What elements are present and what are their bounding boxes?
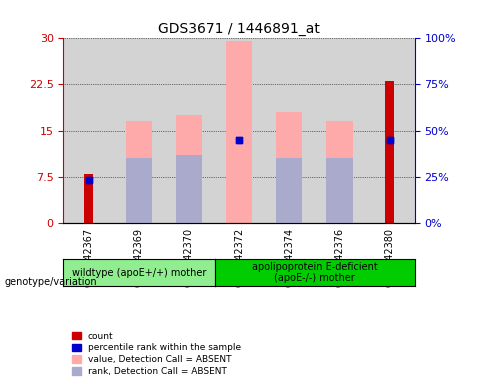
Text: genotype/variation: genotype/variation — [5, 277, 98, 287]
Point — [386, 137, 394, 143]
Bar — [125, 121, 152, 223]
Bar — [176, 155, 202, 223]
Bar — [176, 115, 202, 223]
Point — [84, 177, 92, 183]
Legend: count, percentile rank within the sample, value, Detection Call = ABSENT, rank, : count, percentile rank within the sample… — [68, 328, 244, 379]
Bar — [226, 41, 252, 223]
Bar — [326, 121, 353, 223]
Bar — [264, 38, 314, 223]
Bar — [125, 158, 152, 223]
Text: apolipoprotein E-deficient
(apoE-/-) mother: apolipoprotein E-deficient (apoE-/-) mot… — [252, 262, 378, 283]
Bar — [214, 38, 264, 223]
Bar — [63, 38, 114, 223]
Point — [84, 177, 92, 183]
Bar — [326, 121, 353, 223]
Bar — [114, 38, 164, 223]
Bar — [276, 158, 303, 223]
Bar — [276, 158, 303, 223]
Bar — [326, 158, 353, 223]
Bar — [365, 38, 415, 223]
Bar — [276, 112, 303, 223]
Bar — [226, 41, 252, 223]
Bar — [164, 38, 214, 223]
Bar — [84, 174, 93, 223]
Point — [235, 137, 243, 143]
Point — [235, 137, 243, 143]
Title: GDS3671 / 1446891_at: GDS3671 / 1446891_at — [158, 22, 320, 36]
Bar — [125, 158, 152, 223]
Bar — [326, 158, 353, 223]
Bar — [386, 81, 394, 223]
Bar — [176, 115, 202, 223]
Bar — [386, 81, 394, 223]
Bar — [276, 112, 303, 223]
Bar — [84, 174, 93, 223]
Bar — [314, 38, 365, 223]
Bar — [125, 121, 152, 223]
Point — [386, 137, 394, 143]
Text: wildtype (apoE+/+) mother: wildtype (apoE+/+) mother — [72, 268, 206, 278]
Bar — [176, 155, 202, 223]
